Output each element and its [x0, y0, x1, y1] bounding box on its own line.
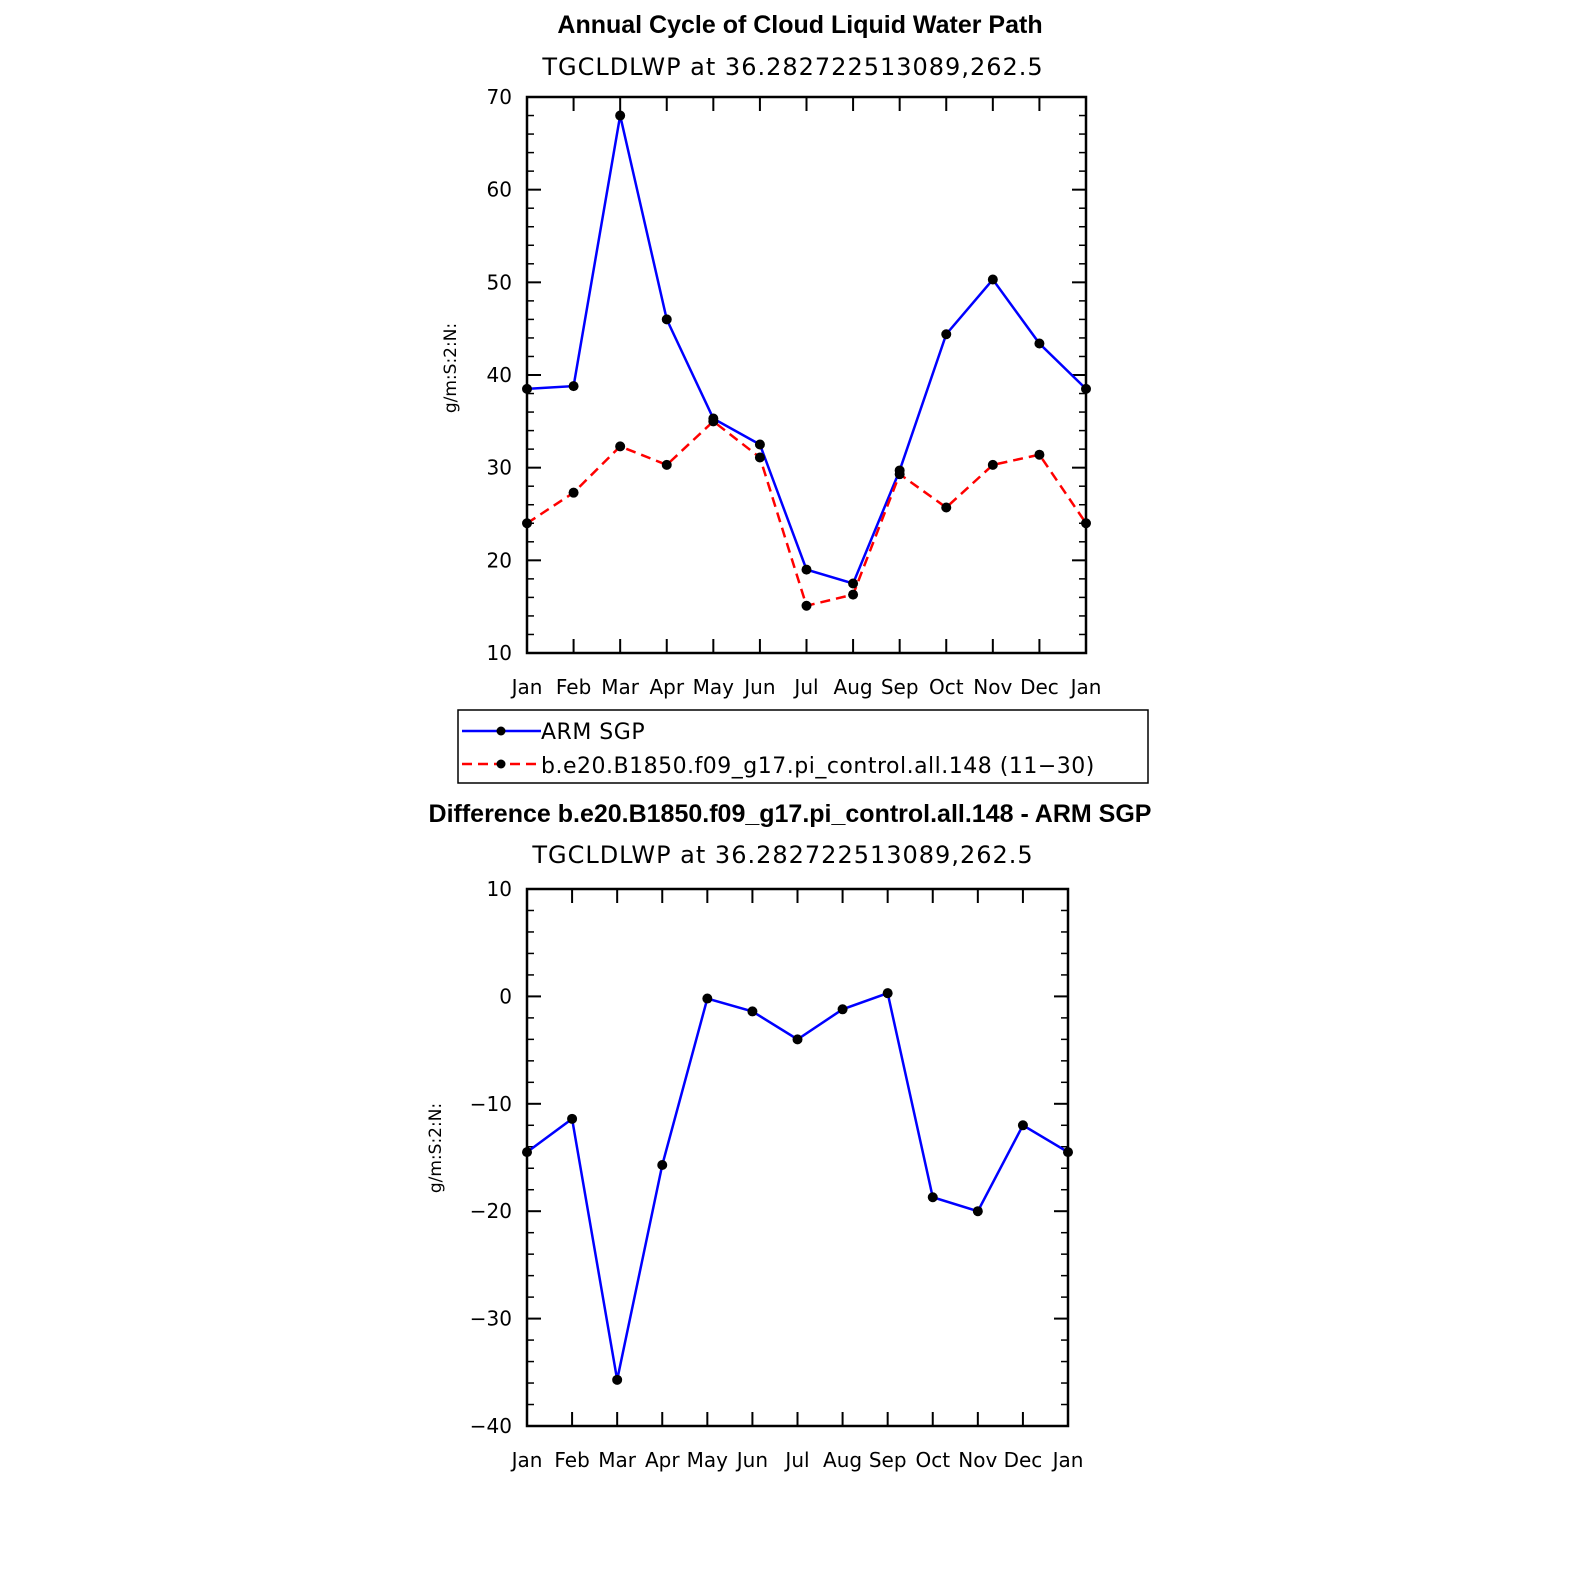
series-0-point	[747, 1006, 758, 1017]
series-0-point	[1063, 1147, 1073, 1158]
y-tick-label: 20	[487, 548, 512, 572]
legend-box	[457, 709, 1149, 784]
series-0-point	[522, 383, 532, 394]
series-1-point	[522, 518, 532, 529]
series-1-point	[615, 441, 626, 452]
x-tick-label: Mar	[598, 1448, 637, 1472]
legend: ARM SGP b.e20.B1850.f09_g17.pi_control.a…	[457, 709, 1149, 784]
x-tick-label: Apr	[649, 675, 684, 699]
top-chart-title: Annual Cycle of Cloud Liquid Water Path	[557, 11, 1042, 39]
bottom-chart-title: Difference b.e20.B1850.f09_g17.pi_contro…	[429, 800, 1152, 828]
series-0-point	[615, 110, 626, 121]
x-tick-label: Nov	[958, 1448, 997, 1472]
series-0-point	[848, 578, 859, 589]
x-tick-label: Jan	[1051, 1448, 1084, 1472]
bottom-chart-ylabel: g/m:S:2:N:	[426, 1103, 446, 1193]
top-chart: Annual Cycle of Cloud Liquid Water Path …	[441, 11, 1149, 784]
top-plot-area: Jan Feb Mar Apr May Jun Jul Aug Sep Oct Nov Dec Jan 1…	[487, 85, 1102, 699]
y-tick-label: 40	[487, 363, 512, 387]
x-tick-label: Jun	[735, 1448, 768, 1472]
x-tick-label: Jul	[783, 1448, 809, 1472]
series-0-point	[522, 1147, 532, 1158]
series-0-point	[567, 1113, 578, 1124]
top-chart-subtitle: TGCLDLWP at 36.282722513089,262.5	[541, 53, 1043, 81]
x-tick-label: Dec	[1004, 1448, 1043, 1472]
series-0-point	[612, 1374, 623, 1385]
series-0-point	[837, 1004, 848, 1015]
series-1-point	[801, 600, 812, 611]
x-tick-label: Jun	[742, 675, 775, 699]
x-tick-label: Sep	[869, 1448, 907, 1472]
x-tick-label: Apr	[645, 1448, 680, 1472]
series-0-point	[754, 439, 765, 450]
bottom-plot-area: Jan Feb Mar Apr May Jun Jul Aug Sep Oct Nov Dec Jan −…	[470, 877, 1084, 1472]
series-1-point	[894, 469, 905, 480]
series-line-0	[526, 115, 1087, 586]
x-tick-label: Feb	[554, 1448, 589, 1472]
legend-marker-model	[496, 759, 506, 769]
series-1-point	[987, 459, 998, 470]
series-line-1	[526, 419, 1088, 608]
x-tick-label: Jan	[1069, 675, 1102, 699]
series-0-point	[987, 274, 998, 285]
y-tick-label: −20	[470, 1199, 512, 1223]
y-tick-label: 30	[487, 456, 512, 480]
series-1-point	[661, 459, 672, 470]
legend-label-arm-sgp: ARM SGP	[541, 720, 645, 745]
x-tick-label: May	[687, 1448, 729, 1472]
x-tick-label: Oct	[915, 1448, 950, 1472]
bottom-chart: Difference b.e20.B1850.f09_g17.pi_contro…	[426, 800, 1151, 1472]
x-tick-label: Aug	[823, 1448, 862, 1472]
series-0-point	[927, 1192, 938, 1203]
y-tick-label: −30	[470, 1307, 512, 1331]
x-tick-label: Aug	[834, 675, 873, 699]
series-0-point	[568, 381, 579, 392]
plot-frame	[525, 887, 1070, 1428]
x-tick-label: Oct	[929, 675, 964, 699]
y-tick-label: 10	[487, 877, 512, 901]
series-0-point	[801, 564, 812, 575]
series-1-point	[568, 487, 579, 498]
series-0-point	[1017, 1120, 1028, 1131]
x-tick-label: Jan	[510, 1448, 543, 1472]
series-1-point	[708, 416, 719, 427]
series-1-point	[941, 502, 952, 513]
series-1-point	[1081, 518, 1091, 529]
x-tick-label: Mar	[601, 675, 640, 699]
y-tick-label: 50	[487, 270, 512, 294]
x-tick-label: May	[693, 675, 735, 699]
y-tick-label: −40	[470, 1414, 512, 1438]
series-0-point	[792, 1034, 803, 1045]
top-chart-ylabel: g/m:S:2:N:	[441, 323, 461, 413]
x-tick-label: Nov	[973, 675, 1012, 699]
x-tick-label: Jul	[792, 675, 818, 699]
y-tick-label: 10	[487, 641, 512, 665]
bottom-chart-subtitle: TGCLDLWP at 36.282722513089,262.5	[531, 841, 1033, 869]
legend-marker-arm-sgp	[496, 726, 506, 736]
x-tick-label: Sep	[881, 675, 919, 699]
series-1-point	[848, 589, 859, 600]
y-tick-label: −10	[470, 1092, 512, 1116]
legend-label-model: b.e20.B1850.f09_g17.pi_control.all.148 (…	[541, 754, 1095, 779]
series-line-0	[526, 991, 1069, 1381]
y-tick-label: 70	[487, 85, 512, 109]
series-0-point	[657, 1160, 668, 1171]
series-0-point	[661, 314, 672, 325]
series-0-point	[972, 1206, 983, 1217]
series-0-point	[1081, 383, 1091, 394]
y-tick-label: 60	[487, 178, 512, 202]
series-0-point	[941, 329, 952, 340]
x-tick-label: Dec	[1020, 675, 1059, 699]
x-tick-label: Jan	[510, 675, 543, 699]
y-tick-label: 0	[499, 984, 512, 1008]
series-1-point	[1034, 449, 1045, 460]
series-0-point	[882, 988, 893, 999]
series-0-point	[1034, 338, 1045, 349]
series-0-point	[702, 993, 713, 1004]
series-1-point	[754, 452, 765, 463]
x-tick-label: Feb	[556, 675, 591, 699]
